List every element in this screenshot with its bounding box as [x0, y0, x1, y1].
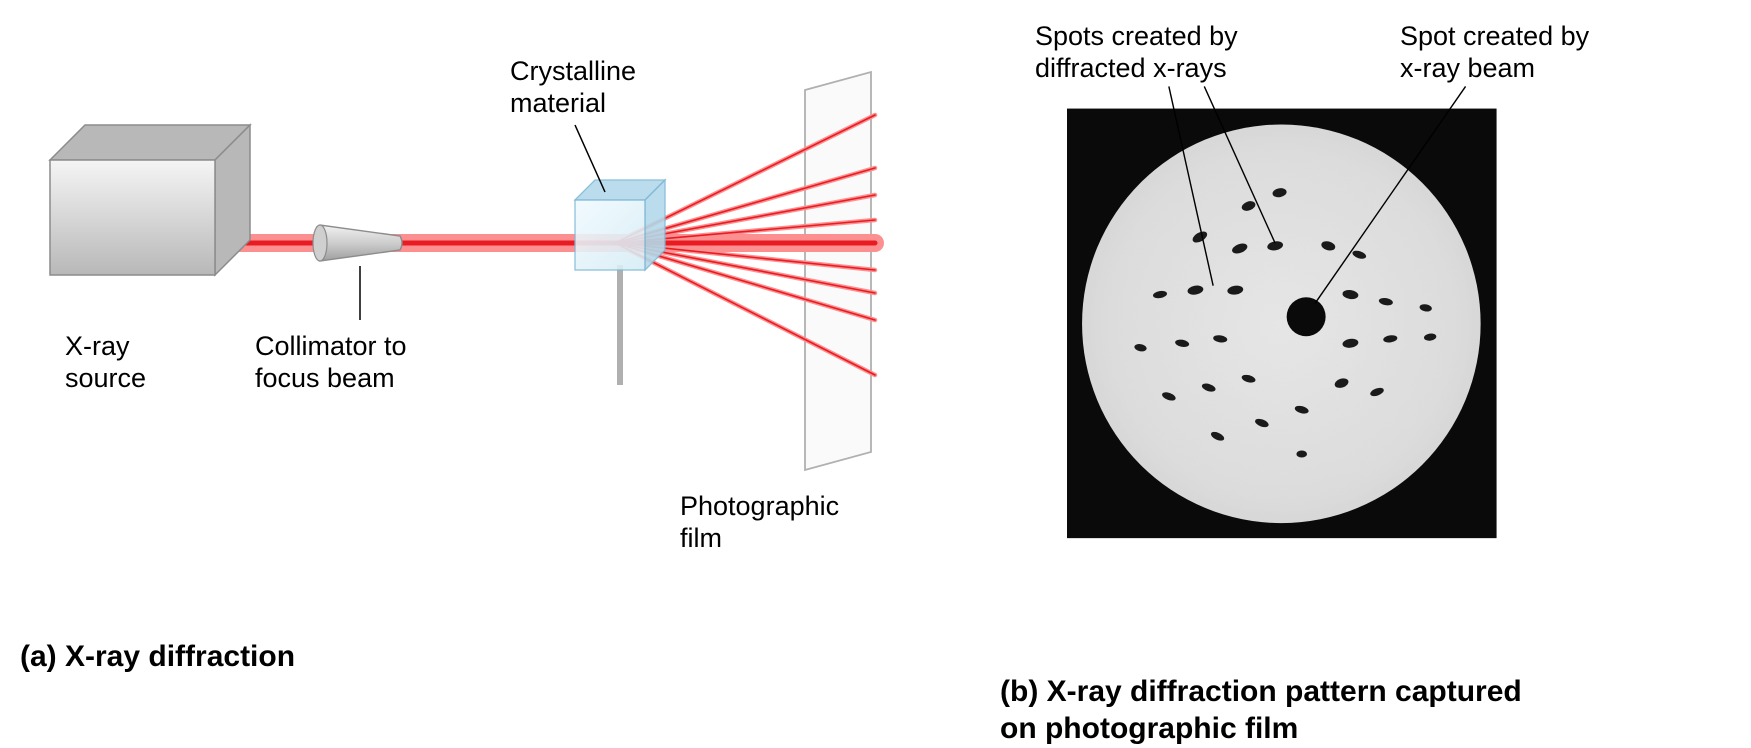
- caption-b: (b) X-ray diffraction pattern captured o…: [1000, 635, 1522, 748]
- label-xray-source: X-ray source: [65, 330, 146, 395]
- label-central-spot: Spot created by x-ray beam: [1400, 20, 1589, 85]
- panel-b-diffraction-pattern: Spots created by diffracted x-rays Spot …: [940, 20, 1690, 717]
- label-collimator: Collimator to focus beam: [255, 330, 407, 395]
- diagram-b-svg: [940, 20, 1690, 640]
- label-crystal: Crystalline material: [510, 55, 636, 120]
- panel-a-xray-diffraction: X-ray source Collimator to focus beam Cr…: [20, 20, 900, 717]
- label-film: Photographic film: [680, 490, 839, 555]
- label-diffracted-spots: Spots created by diffracted x-rays: [1035, 20, 1238, 85]
- caption-a: (a) X-ray diffraction: [20, 640, 295, 674]
